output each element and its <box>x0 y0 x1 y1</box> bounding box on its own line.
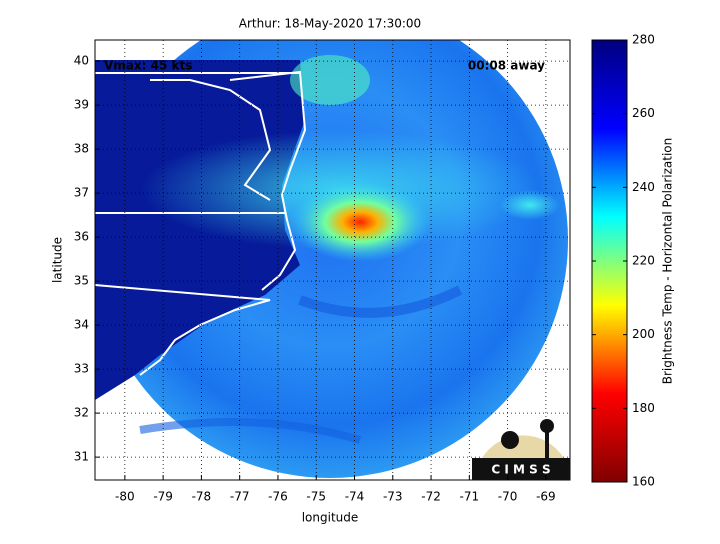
y-tick-label: 34 <box>74 318 89 332</box>
x-tick-label: -79 <box>153 490 173 504</box>
x-tick-label: -74 <box>345 490 365 504</box>
x-tick-label: -76 <box>268 490 288 504</box>
annotation: 00:08 away <box>468 59 545 73</box>
x-tick-label: -75 <box>306 490 326 504</box>
colorbar-tick-label: 260 <box>632 106 655 120</box>
x-tick-label: -80 <box>115 490 135 504</box>
y-tick-label: 38 <box>74 142 89 156</box>
logo-text: C I M S S <box>491 463 550 477</box>
x-tick-label: -72 <box>421 490 441 504</box>
y-tick-label: 37 <box>74 186 89 200</box>
colorbar-tick-label: 180 <box>632 401 655 415</box>
y-tick-label: 31 <box>74 450 89 464</box>
y-tick-label: 32 <box>74 406 89 420</box>
colorbar-tick-label: 240 <box>632 180 655 194</box>
y-tick-label: 35 <box>74 274 89 288</box>
chart-title: Arthur: 18-May-2020 17:30:00 <box>239 17 421 31</box>
x-tick-label: -78 <box>192 490 212 504</box>
colorbar-label: Brightness Temp - Horizontal Polarizatio… <box>661 138 675 385</box>
colorbar-tick-label: 200 <box>632 327 655 341</box>
x-tick-label: -69 <box>536 490 556 504</box>
x-tick-label: -77 <box>230 490 250 504</box>
axes-frame <box>94 39 571 481</box>
annotation: Vmax: 45 kts <box>104 59 192 73</box>
colorbar-tick-label: 160 <box>632 475 655 489</box>
y-tick-label: 39 <box>74 98 89 112</box>
logo: C I M S S <box>472 419 570 480</box>
x-axis-label: longitude <box>302 511 359 525</box>
y-tick-label: 33 <box>74 362 89 376</box>
x-tick-label: -73 <box>383 490 403 504</box>
x-tick-label: -71 <box>460 490 480 504</box>
colorbar <box>591 39 628 483</box>
colorbar-tick-label: 280 <box>632 33 655 47</box>
y-tick-label: 40 <box>74 54 89 68</box>
colorbar-tick-label: 220 <box>632 254 655 268</box>
y-tick-label: 36 <box>74 230 89 244</box>
x-tick-label: -70 <box>498 490 518 504</box>
y-axis-label: latitude <box>51 237 65 283</box>
